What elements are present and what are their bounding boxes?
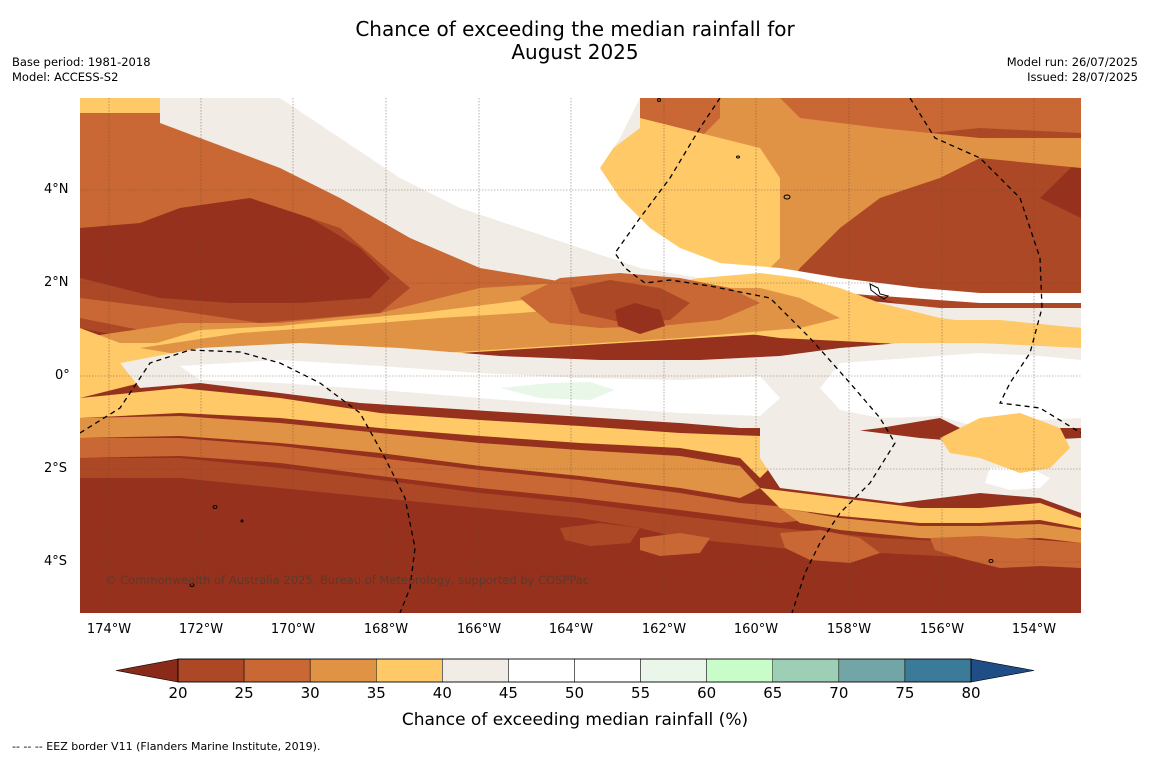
island-3: [212, 505, 218, 509]
island-8: [240, 519, 244, 523]
chart-title: Chance of exceeding the median rainfall …: [0, 18, 1150, 64]
band-35-40-north: [80, 98, 1081, 353]
lon-label-168w: 168°W: [363, 622, 409, 637]
colorbar-svg: [115, 658, 1035, 683]
lon-label-174w: 174°W: [86, 622, 132, 637]
model-run-text: Model run: 26/07/2025: [1006, 55, 1138, 69]
island-5: [988, 559, 994, 563]
colorbar-tick-label: 35: [366, 684, 386, 702]
colorbar-tick-label: 65: [763, 684, 783, 702]
lon-label-164w: 164°W: [548, 622, 594, 637]
colorbar-cell: [442, 658, 509, 683]
patch-30-35-south-3: [930, 536, 1081, 568]
lon-label-154w: 154°W: [1011, 622, 1057, 637]
lon-label-162w: 162°W: [641, 622, 687, 637]
patch-20-25-central: [615, 303, 665, 334]
eez-borders: [80, 98, 1081, 613]
patch-40-45-southeast: [940, 413, 1070, 473]
band-40-45-southeast-edge: [760, 488, 1081, 528]
rainfall-map: © Commonwealth of Australia 2025, Bureau…: [80, 98, 1081, 613]
colorbar-tick-label: 70: [829, 684, 849, 702]
patch-60-65-green: [500, 382, 615, 400]
colorbar-cell: [177, 658, 245, 683]
title-line-2: August 2025: [511, 40, 639, 64]
colorbar-cell: [838, 658, 906, 683]
colorbar-tick-label: 80: [961, 684, 981, 702]
model-text: Model: ACCESS-S2: [12, 70, 119, 84]
lat-label-4n: 4°N: [44, 182, 69, 197]
lon-label-166w: 166°W: [456, 622, 502, 637]
band-35-40-southeast-edge: [780, 508, 1081, 543]
colorbar-label: Chance of exceeding median rainfall (%): [401, 710, 749, 730]
colorbar-cell: [243, 658, 311, 683]
patch-30-35-south-4: [560, 523, 640, 546]
eez-border-central: [614, 98, 896, 613]
colorbar-cell: [376, 658, 443, 683]
colorbar-tick-label: 20: [168, 684, 188, 702]
colorbar-tick-label: 50: [564, 684, 585, 702]
colorbar-tick-label: 45: [498, 684, 518, 702]
band-40-45-south: [80, 388, 780, 478]
lat-label-2n: 2°N: [44, 275, 69, 290]
lat-label-0: 0°: [55, 368, 70, 383]
colorbar-frame: [177, 658, 972, 683]
colorbar-high-extend: [970, 658, 1035, 683]
lon-label-160w: 160°W: [733, 622, 779, 637]
islands: [189, 98, 994, 587]
island-1: [783, 194, 791, 200]
lon-label-158w: 158°W: [826, 622, 872, 637]
band-35-40-south: [80, 416, 760, 498]
island-7: [736, 155, 740, 159]
meta-left: Base period: 1981-2018 Model: ACCESS-S2: [12, 55, 151, 85]
colorbar-low-extend: [115, 658, 179, 683]
graticule: [80, 98, 1081, 613]
copyright-notice: © Commonwealth of Australia 2025, Bureau…: [105, 573, 590, 587]
colorbar-cell: [309, 658, 377, 683]
eez-border-west: [80, 349, 416, 613]
band-50-55-east: [820, 353, 1081, 428]
colorbar-cell: [640, 658, 707, 683]
band-30-35-south: [80, 438, 820, 523]
eez-footnote: -- -- -- EEZ border V11 (Flanders Marine…: [12, 740, 321, 753]
issued-text: Issued: 28/07/2025: [1027, 70, 1138, 84]
colorbar-tick-label: 40: [432, 684, 452, 702]
colorbar-tick-label: 75: [895, 684, 915, 702]
colorbar: [114, 658, 1036, 688]
band-50-55-north: [280, 98, 1081, 303]
lat-label-4s: 4°S: [44, 554, 68, 569]
colorbar-tick-label: 60: [697, 684, 717, 702]
patch-30-35-south-2: [780, 530, 880, 563]
base-period-text: Base period: 1981-2018: [12, 55, 151, 69]
island-2: [869, 283, 890, 300]
rainfall-map-svg: [80, 98, 1081, 613]
colorbar-cell: [904, 658, 972, 683]
colorbar-cell: [706, 658, 774, 683]
patch-dark-nw: [80, 198, 390, 303]
lon-label-170w: 170°W: [270, 622, 316, 637]
meta-right: Model run: 26/07/2025 Issued: 28/07/2025: [1007, 55, 1138, 85]
lon-label-172w: 172°W: [178, 622, 224, 637]
patch-30-35-south-1: [640, 533, 710, 556]
lat-label-2s: 2°S: [44, 461, 68, 476]
lon-label-156w: 156°W: [919, 622, 965, 637]
band-45-50-southeast: [760, 418, 1081, 513]
island-4: [189, 583, 195, 587]
colorbar-cell: [772, 658, 840, 683]
band-50-55-equator: [180, 360, 780, 416]
colorbar-cell: [574, 658, 641, 683]
colorbar-tick-label: 25: [234, 684, 254, 702]
colorbar-tick-label: 55: [631, 684, 651, 702]
colorbar-cell: [508, 658, 575, 683]
island-6: [657, 98, 661, 102]
title-line-1: Chance of exceeding the median rainfall …: [355, 17, 795, 41]
colorbar-tick-label: 30: [300, 684, 320, 702]
